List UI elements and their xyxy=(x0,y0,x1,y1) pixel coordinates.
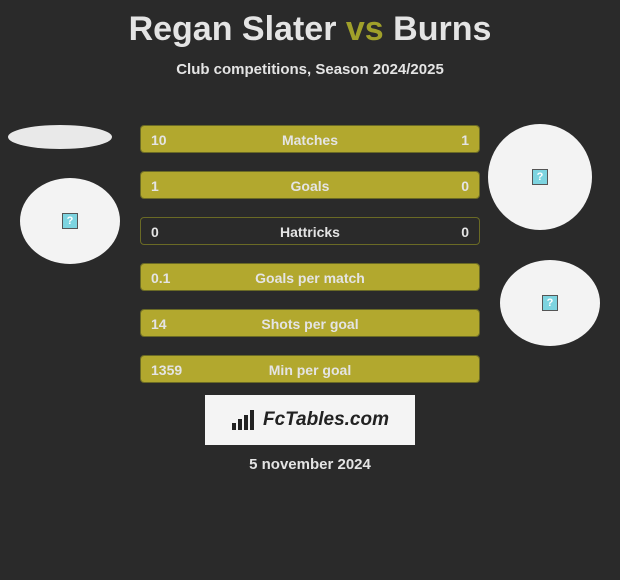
stat-label: Hattricks xyxy=(141,218,479,246)
stat-row: 1359Min per goal xyxy=(140,355,480,383)
stat-row: 0.1Goals per match xyxy=(140,263,480,291)
placeholder-icon: ? xyxy=(542,295,558,311)
player2-name: Burns xyxy=(393,10,491,48)
player1-photo: ? xyxy=(20,178,120,264)
logo-text: FcTables.com xyxy=(263,409,389,431)
date: 5 november 2024 xyxy=(0,456,620,473)
player1-name: Regan Slater xyxy=(129,10,337,48)
logo-box: FcTables.com xyxy=(205,395,415,445)
vs-text: vs xyxy=(346,10,384,48)
placeholder-icon: ? xyxy=(62,213,78,229)
subtitle: Club competitions, Season 2024/2025 xyxy=(0,61,620,78)
stat-label: Matches xyxy=(141,126,479,154)
logo-icon xyxy=(231,409,257,431)
stat-row: 00Hattricks xyxy=(140,217,480,245)
stat-row: 14Shots per goal xyxy=(140,309,480,337)
player2-photo: ? xyxy=(488,124,592,230)
stat-label: Shots per goal xyxy=(141,310,479,338)
comparison-title: Regan Slater vs Burns xyxy=(0,0,620,49)
stat-label: Goals xyxy=(141,172,479,200)
stat-row: 10Goals xyxy=(140,171,480,199)
stat-label: Min per goal xyxy=(141,356,479,384)
stat-row: 101Matches xyxy=(140,125,480,153)
stats-bars: 101Matches 10Goals 00Hattricks 0.1Goals per… xyxy=(140,125,480,401)
player2-club-photo: ? xyxy=(500,260,600,346)
placeholder-icon: ? xyxy=(532,169,548,185)
photo-shadow-left xyxy=(8,125,112,149)
stat-label: Goals per match xyxy=(141,264,479,292)
